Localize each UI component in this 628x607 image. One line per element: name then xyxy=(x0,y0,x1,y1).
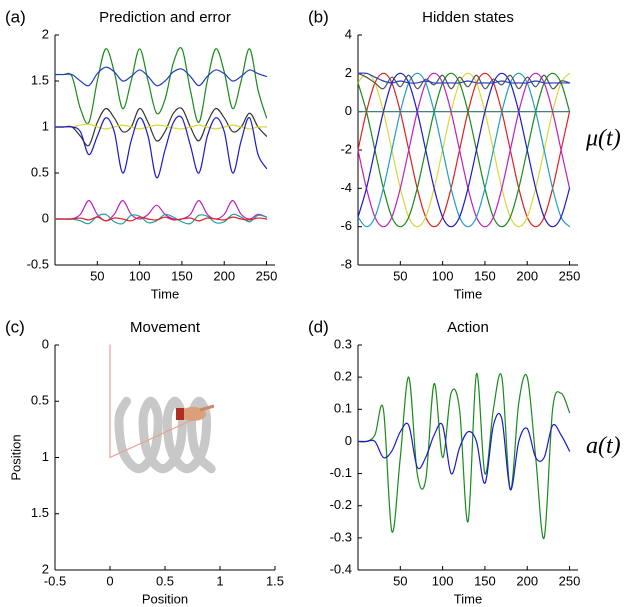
x-tick-label: 200 xyxy=(213,268,235,283)
series-line xyxy=(109,344,205,459)
y-tick-label: -2 xyxy=(340,141,352,156)
x-tick-label: 150 xyxy=(171,268,193,283)
hand xyxy=(176,404,215,421)
x-tick-label: 1 xyxy=(216,573,223,588)
series-line xyxy=(114,396,216,474)
y-tick-label: 0.3 xyxy=(334,336,352,351)
x-tick-label: 100 xyxy=(129,268,151,283)
y-tick-label: -0.2 xyxy=(330,497,352,512)
series-line xyxy=(357,373,571,539)
panel-label: (c) xyxy=(5,317,25,336)
x-tick-label: 100 xyxy=(432,268,454,283)
x-tick-label: 100 xyxy=(432,573,454,588)
panel: (a) Prediction and error Time -0.5 0 0.5 1 1.5 2… xyxy=(5,7,277,301)
series-line xyxy=(54,216,268,222)
x-axis-label: Position xyxy=(142,591,188,606)
x-axis-label: Time xyxy=(454,286,482,301)
hand-cuff xyxy=(176,408,184,420)
panel-label: (d) xyxy=(308,317,329,336)
series-line xyxy=(54,47,268,125)
y-tick-label: -0.5 xyxy=(27,256,49,271)
y-tick-label: 2 xyxy=(42,561,49,576)
series-line xyxy=(357,72,571,228)
annotation: μ(t) xyxy=(585,126,621,152)
y-tick-label: 0 xyxy=(42,210,49,225)
x-tick-label: 0 xyxy=(106,573,113,588)
x-tick-label: 50 xyxy=(393,573,407,588)
x-tick-label: 0.5 xyxy=(156,573,174,588)
series-line xyxy=(357,412,571,491)
y-tick-label: -4 xyxy=(340,180,352,195)
x-tick-label: 250 xyxy=(559,268,581,283)
series-line xyxy=(54,213,268,225)
panel: (d) Action Time a(t) -0.4 -0.3 -0.2 -0.1 0 0.1 0.2… xyxy=(308,317,621,606)
series-line xyxy=(54,107,268,147)
x-tick-label: 250 xyxy=(559,573,581,588)
y-tick-label: -0.4 xyxy=(330,561,352,576)
hand-palm xyxy=(180,407,206,421)
series-line xyxy=(357,72,571,228)
x-tick-label: -0.5 xyxy=(44,573,66,588)
hand-finger xyxy=(199,404,215,412)
panel: (c) Movement Position Position 0 0.5 1 1.5 2-0.5… xyxy=(5,317,284,606)
panel-label: (a) xyxy=(5,7,26,26)
y-tick-label: 1 xyxy=(42,118,49,133)
series-line xyxy=(54,200,268,222)
x-axis-label: Time xyxy=(454,591,482,606)
y-tick-label: 0 xyxy=(42,336,49,351)
x-tick-label: 200 xyxy=(516,268,538,283)
y-tick-label: 4 xyxy=(345,26,352,41)
series-line xyxy=(357,72,571,228)
series-line xyxy=(54,66,268,87)
x-tick-label: 50 xyxy=(393,268,407,283)
panel-label: (b) xyxy=(308,7,329,26)
y-tick-label: 1.5 xyxy=(31,505,49,520)
series-line xyxy=(54,123,268,130)
x-tick-label: 150 xyxy=(474,573,496,588)
y-tick-label: 0.5 xyxy=(31,164,49,179)
y-axis-label: Position xyxy=(8,434,23,480)
y-tick-label: 0 xyxy=(345,103,352,118)
y-tick-label: -8 xyxy=(340,256,352,271)
y-tick-label: -0.3 xyxy=(330,529,352,544)
y-tick-label: 2 xyxy=(42,26,49,41)
y-tick-label: -6 xyxy=(340,218,352,233)
chart-title: Hidden states xyxy=(422,9,514,26)
x-tick-label: 250 xyxy=(256,268,278,283)
x-tick-label: 1.5 xyxy=(266,573,284,588)
x-tick-label: 200 xyxy=(516,573,538,588)
charts: (a) Prediction and error Time -0.5 0 0.5 1 1.5 2… xyxy=(5,7,621,606)
x-axis-label: Time xyxy=(151,286,179,301)
y-tick-label: 1.5 xyxy=(31,72,49,87)
y-tick-label: 0.5 xyxy=(31,393,49,408)
chart-title: Prediction and error xyxy=(99,9,231,26)
panel: (b) Hidden states Time μ(t) -8 -6 -4 -2 0 2 4 50 100… xyxy=(308,7,621,301)
x-tick-label: 150 xyxy=(474,268,496,283)
series-line xyxy=(357,72,571,228)
chart-title: Movement xyxy=(130,319,201,336)
y-tick-label: 0.2 xyxy=(334,369,352,384)
y-tick-label: -0.1 xyxy=(330,465,352,480)
series-line xyxy=(357,72,571,84)
chart-title: Action xyxy=(447,319,489,336)
y-tick-label: 2 xyxy=(345,65,352,80)
y-tick-label: 0 xyxy=(345,433,352,448)
series-line xyxy=(357,72,571,228)
series-line xyxy=(54,115,268,179)
series-line xyxy=(357,72,571,228)
y-tick-label: 0.1 xyxy=(334,401,352,416)
x-tick-label: 50 xyxy=(90,268,104,283)
y-tick-label: 1 xyxy=(42,449,49,464)
annotation: a(t) xyxy=(586,433,621,459)
